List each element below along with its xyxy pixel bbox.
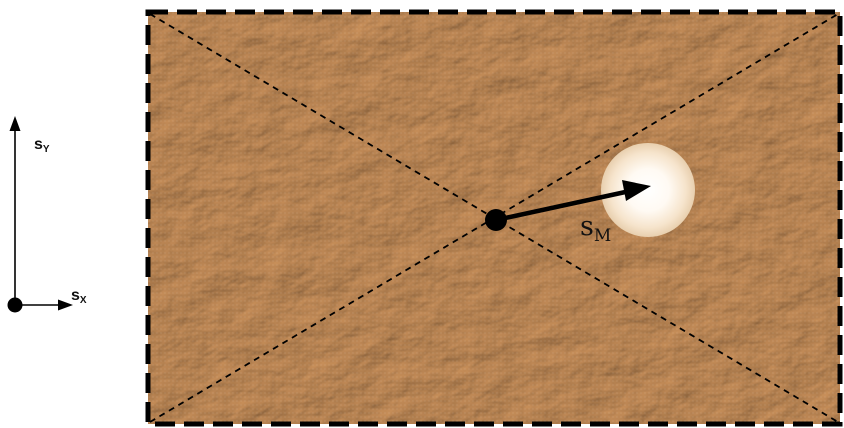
vector-label: sM: [580, 211, 611, 246]
origin-point-icon: [7, 297, 23, 313]
x-axis-label-subscript: X: [80, 295, 87, 306]
x-axis-label: sX: [71, 287, 87, 306]
y-axis-label-subscript: Y: [43, 144, 50, 155]
y-axis-label: sY: [34, 136, 50, 155]
x-axis-label-main: s: [71, 287, 80, 304]
y-axis-arrowhead-icon: [9, 116, 21, 131]
vector-shaft: [495, 188, 631, 223]
y-axis-label-main: s: [34, 136, 43, 153]
vector-s-m: [495, 180, 651, 223]
x-axis-arrowhead-icon: [58, 299, 73, 311]
vector-label-subscript: M: [594, 226, 611, 246]
center-point-icon: [485, 209, 507, 231]
plate-border: [145, 9, 843, 427]
vector-label-main: s: [580, 211, 594, 242]
vector-arrowhead-icon: [622, 180, 651, 201]
bright-spot: [601, 143, 695, 237]
coordinate-axes: [7, 116, 73, 313]
